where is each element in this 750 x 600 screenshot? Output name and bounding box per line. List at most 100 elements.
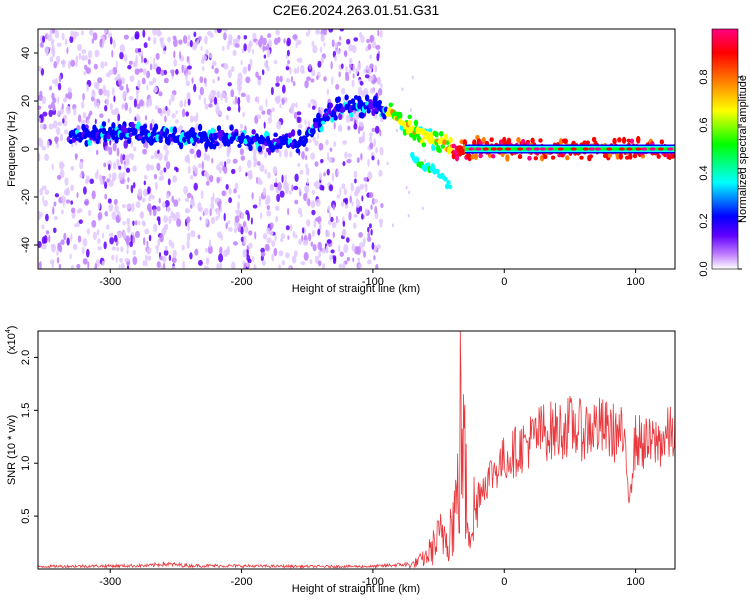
noise-speckle bbox=[183, 185, 189, 195]
noise-speckle bbox=[367, 231, 371, 239]
noise-speckle bbox=[311, 209, 316, 216]
noise-speckle bbox=[58, 161, 64, 170]
noise-speckle bbox=[144, 114, 148, 121]
noise-speckle bbox=[96, 168, 99, 176]
noise-speckle bbox=[323, 42, 326, 47]
noise-speckle bbox=[374, 64, 378, 73]
noise-speckle bbox=[295, 101, 298, 109]
noise-speckle bbox=[57, 242, 60, 252]
noise-speckle bbox=[38, 105, 42, 110]
noise-speckle bbox=[315, 29, 321, 35]
y-tick-label: 40 bbox=[20, 47, 32, 59]
noise-speckle bbox=[153, 223, 158, 233]
noise-speckle bbox=[39, 139, 44, 148]
noise-speckle bbox=[147, 255, 152, 261]
noise-speckle bbox=[210, 216, 216, 225]
noise-speckle bbox=[145, 260, 148, 267]
noise-speckle bbox=[273, 247, 278, 257]
trace-mark bbox=[543, 154, 548, 160]
noise-speckle bbox=[70, 233, 73, 242]
noise-speckle bbox=[142, 29, 146, 38]
noise-speckle bbox=[149, 63, 153, 71]
trace-peak-mark bbox=[595, 147, 602, 151]
noise-speckle bbox=[348, 211, 352, 221]
noise-speckle bbox=[63, 96, 68, 103]
noise-speckle bbox=[336, 48, 341, 55]
y-tick-label: 20 bbox=[20, 95, 32, 107]
noise-speckle bbox=[181, 64, 184, 74]
trace-mark bbox=[248, 144, 253, 152]
noise-speckle bbox=[290, 76, 294, 83]
trace-peak-mark bbox=[468, 147, 475, 151]
noise-speckle bbox=[83, 70, 87, 76]
noise-speckle bbox=[245, 76, 251, 84]
noise-speckle bbox=[70, 59, 76, 67]
noise-speckle bbox=[198, 35, 202, 42]
noise-speckle bbox=[261, 110, 266, 115]
noise-speckle bbox=[311, 189, 316, 195]
noise-speckle bbox=[106, 97, 109, 107]
noise-speckle bbox=[38, 117, 41, 123]
noise-speckle bbox=[260, 247, 265, 254]
noise-speckle bbox=[105, 72, 111, 78]
x-tick-label: -200 bbox=[231, 276, 253, 288]
noise-speckle bbox=[126, 217, 131, 226]
noise-speckle bbox=[238, 165, 242, 173]
noise-speckle bbox=[371, 155, 375, 161]
noise-speckle bbox=[193, 115, 199, 122]
noise-speckle bbox=[170, 93, 175, 102]
noise-speckle bbox=[101, 232, 105, 239]
noise-speckle bbox=[131, 203, 135, 212]
noise-speckle bbox=[200, 190, 204, 200]
noise-speckle bbox=[136, 91, 139, 99]
noise-speckle bbox=[168, 254, 172, 262]
noise-speckle bbox=[146, 84, 149, 91]
noise-speckle bbox=[70, 200, 74, 205]
noise-speckle bbox=[138, 68, 144, 73]
noise-speckle bbox=[158, 218, 161, 226]
noise-speckle bbox=[115, 214, 120, 223]
noise-speckle bbox=[216, 90, 221, 99]
trace-peak-mark bbox=[635, 147, 642, 151]
noise-speckle bbox=[120, 153, 123, 162]
noise-speckle bbox=[205, 180, 210, 186]
noise-speckle bbox=[275, 75, 280, 83]
noise-speckle bbox=[41, 185, 47, 191]
noise-speckle bbox=[354, 178, 357, 184]
trace-mark bbox=[538, 138, 543, 143]
snr-scale-base: (x10 bbox=[6, 333, 18, 354]
noise-speckle bbox=[166, 205, 171, 213]
noise-speckle bbox=[279, 75, 283, 83]
noise-speckle bbox=[80, 119, 86, 126]
noise-speckle bbox=[123, 160, 126, 165]
noise-speckle bbox=[206, 30, 213, 36]
noise-speckle bbox=[257, 180, 263, 185]
noise-speckle bbox=[303, 251, 309, 261]
noise-speckle bbox=[378, 169, 383, 177]
colorbar-gradient bbox=[711, 28, 739, 270]
noise-speckle bbox=[348, 69, 352, 74]
noise-speckle bbox=[104, 145, 109, 152]
noise-speckle bbox=[163, 144, 168, 151]
trace-mark bbox=[473, 153, 479, 161]
noise-speckle bbox=[261, 259, 266, 266]
noise-speckle bbox=[343, 188, 347, 196]
noise-speckle bbox=[239, 123, 243, 129]
noise-speckle bbox=[247, 43, 251, 53]
noise-speckle bbox=[315, 198, 321, 207]
noise-speckle bbox=[82, 238, 88, 247]
noise-speckle bbox=[218, 161, 224, 167]
noise-speckle bbox=[54, 136, 59, 143]
noise-speckle bbox=[61, 32, 65, 41]
noise-speckle bbox=[156, 206, 161, 212]
noise-speckle bbox=[58, 263, 62, 269]
noise-speckle bbox=[336, 170, 340, 176]
noise-speckle bbox=[244, 225, 249, 234]
noise-speckle bbox=[81, 100, 85, 109]
y-tick-label: -20 bbox=[20, 189, 32, 205]
noise-speckle bbox=[111, 86, 115, 96]
noise-speckle bbox=[375, 263, 379, 269]
noise-speckle bbox=[198, 163, 202, 169]
noise-speckle bbox=[186, 232, 191, 242]
